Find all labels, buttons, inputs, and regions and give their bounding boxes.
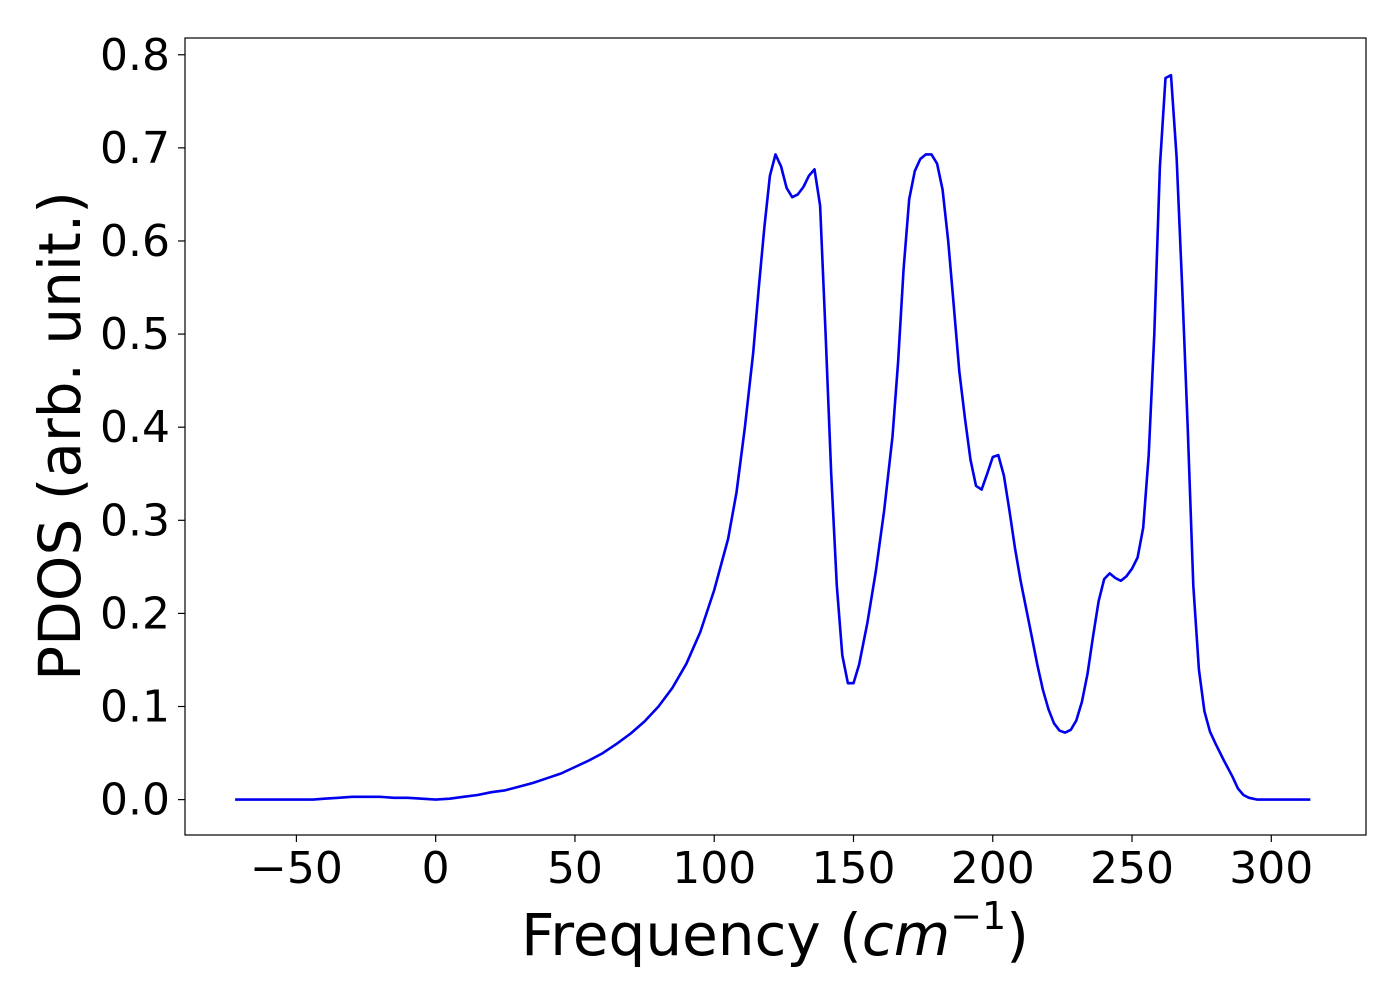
x-tick-label: −50	[250, 843, 343, 894]
y-tick-label: 0.8	[100, 30, 170, 81]
y-axis-ticks: 0.0 0.1 0.2 0.3 0.4 0.5 0.6 0.7 0.8	[100, 30, 185, 826]
x-tick-label: 100	[672, 843, 756, 894]
pdos-series-line-0	[235, 73, 1311, 801]
x-tick-label: 150	[811, 843, 895, 894]
y-tick-label: 0.0	[100, 775, 170, 826]
x-tick-label: 300	[1229, 843, 1313, 894]
x-axis-label-exp: −1	[950, 894, 1006, 938]
x-tick-label: 0	[422, 843, 450, 894]
x-axis-label-close: )	[1006, 901, 1029, 969]
y-tick-label: 0.2	[100, 588, 170, 639]
y-tick-label: 0.1	[100, 682, 170, 733]
y-tick-label: 0.3	[100, 495, 170, 546]
y-tick-label: 0.7	[100, 123, 170, 174]
x-axis-label: Frequency (cm−1)	[521, 894, 1029, 969]
x-axis-label-math: cm	[862, 901, 950, 969]
plot-frame	[184, 37, 1367, 836]
y-tick-label: 0.5	[100, 309, 170, 360]
x-axis-label-text: Frequency (	[521, 901, 862, 969]
y-tick-label: 0.4	[100, 402, 170, 453]
y-tick-label: 0.6	[100, 216, 170, 267]
x-tick-label: 50	[547, 843, 603, 894]
plot-series	[235, 73, 1311, 801]
x-axis-ticks: −50 0 50 100 150 200 250 300	[250, 835, 1313, 894]
y-axis-label: PDOS (arb. unit.)	[26, 191, 94, 681]
x-tick-label: 200	[951, 843, 1035, 894]
x-tick-label: 250	[1090, 843, 1174, 894]
